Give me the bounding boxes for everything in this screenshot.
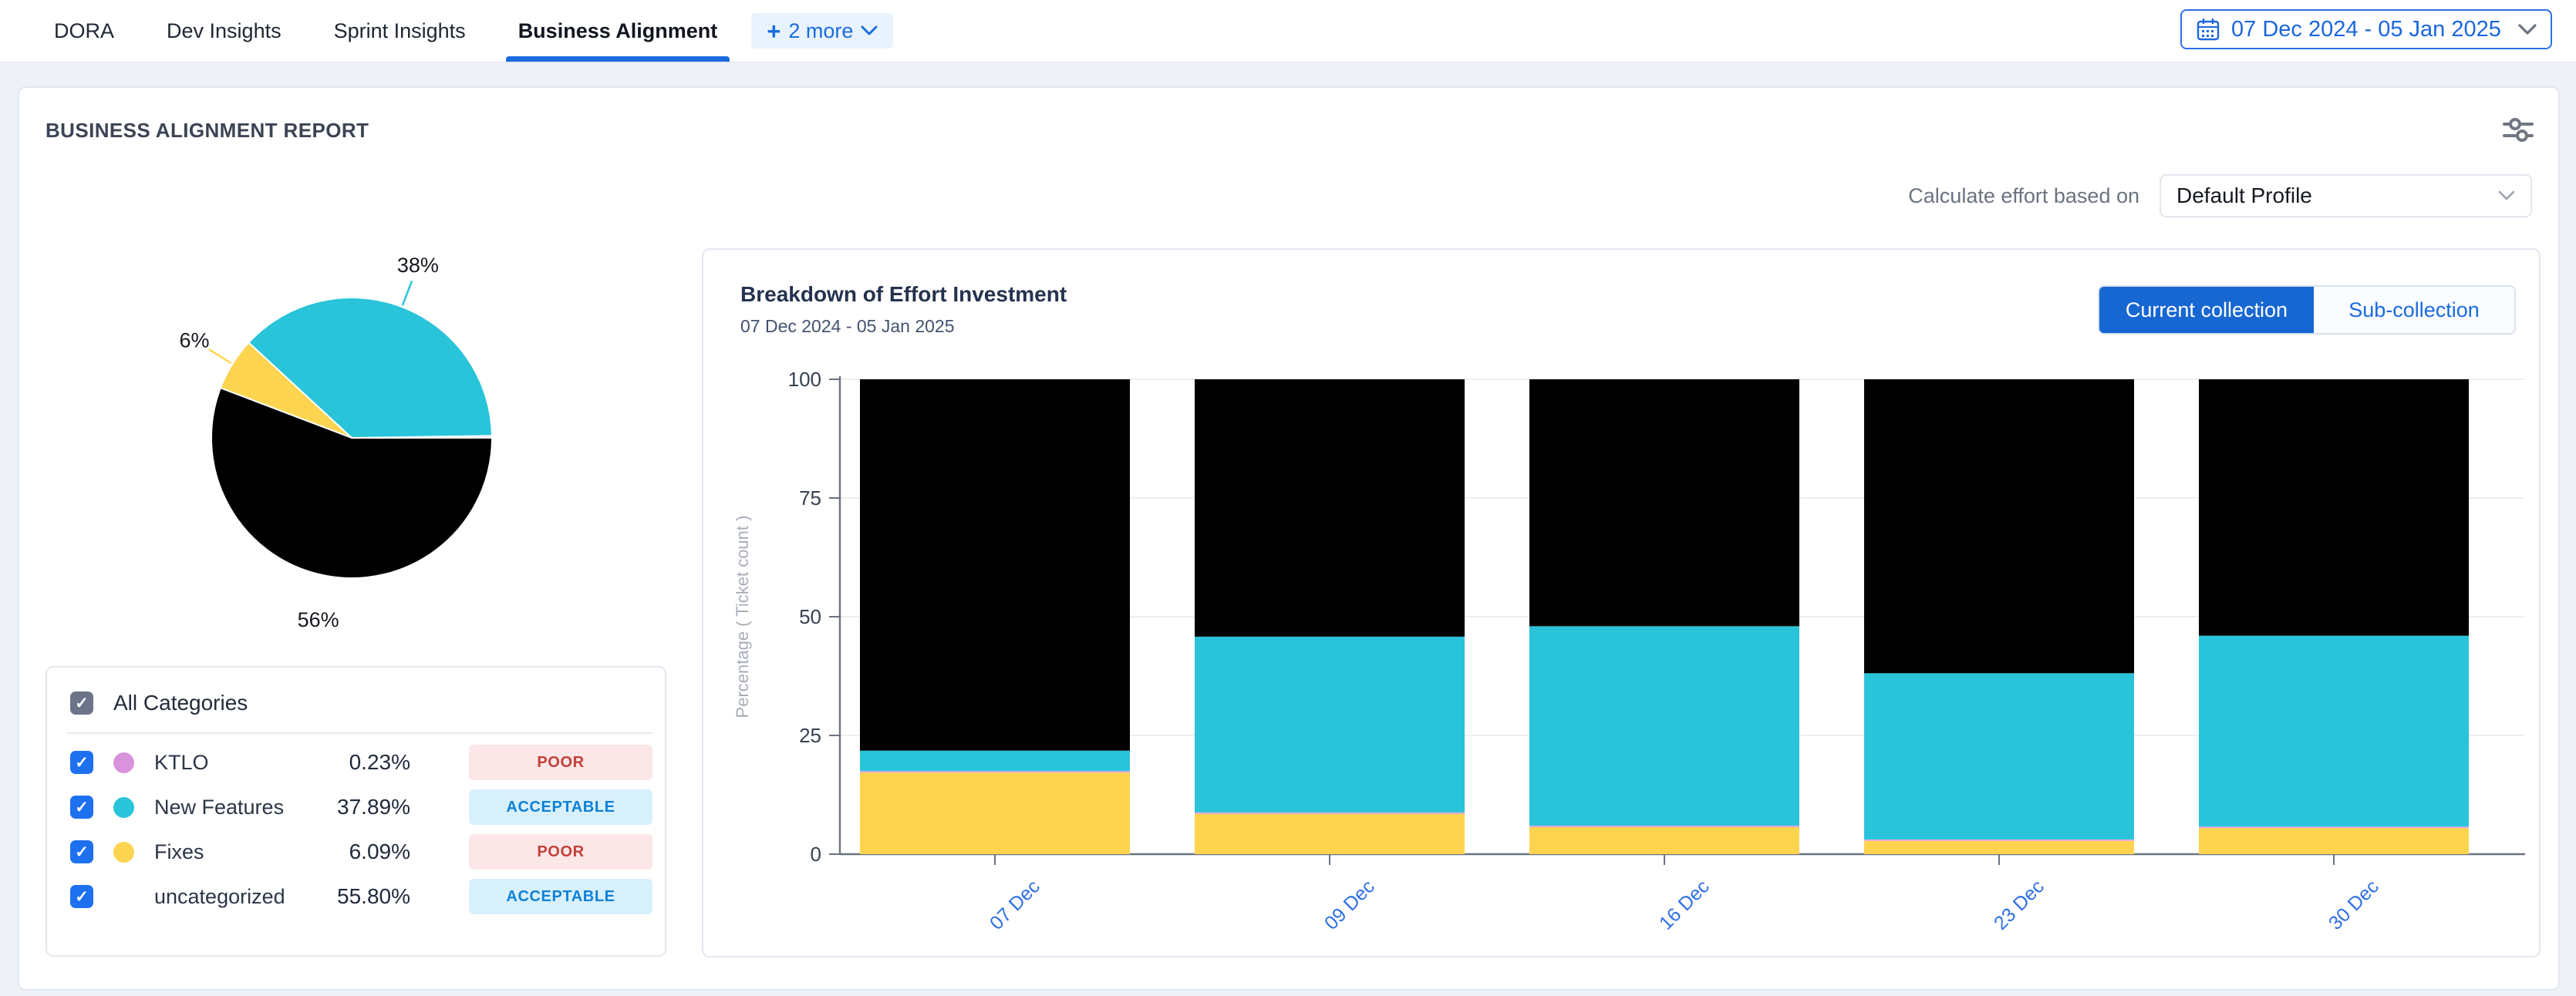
status-badge: ACCEPTABLE: [469, 879, 652, 914]
profile-select-value: Default Profile: [2176, 183, 2312, 207]
chevron-down-icon: [2498, 190, 2515, 200]
bar-segment-uncategorized[interactable]: [1864, 379, 2134, 674]
current-collection-button[interactable]: Current collection: [2099, 287, 2314, 333]
business-alignment-report-card: BUSINESS ALIGNMENT REPORT Calculate effo…: [18, 86, 2560, 991]
pie-data-label: 56%: [298, 608, 339, 631]
bar-segment-ktlo[interactable]: [2199, 826, 2469, 829]
bar-segment-ktlo[interactable]: [1529, 826, 1799, 827]
category-percent: 37.89%: [337, 795, 410, 819]
category-row-uncategorized: ✓ uncategorized 55.80% ACCEPTABLE: [70, 874, 652, 919]
chart-settings-icon[interactable]: [2501, 114, 2535, 145]
pie-data-label: 38%: [397, 254, 439, 277]
pie-slice-new-features[interactable]: [247, 297, 493, 439]
category-checkbox[interactable]: ✓: [70, 885, 93, 908]
category-row-fixes: ✓ Fixes 6.09% POOR: [70, 829, 652, 874]
bar-segment-ktlo[interactable]: [1195, 812, 1465, 814]
bar-segment-new-features[interactable]: [1529, 626, 1799, 826]
date-range-value: 07 Dec 2024 - 05 Jan 2025: [2231, 16, 2501, 42]
category-checkbox[interactable]: ✓: [70, 840, 93, 863]
category-checkbox[interactable]: ✓: [70, 751, 93, 774]
all-categories-label: All Categories: [113, 691, 248, 715]
tab-business-alignment[interactable]: Business Alignment: [492, 0, 744, 62]
tab-dev-insights[interactable]: Dev Insights: [167, 19, 282, 42]
chevron-down-icon: [861, 25, 878, 35]
plus-icon: +: [767, 17, 781, 45]
bar-segment-fixes[interactable]: [1529, 826, 1799, 854]
category-checkbox[interactable]: ✓: [70, 796, 93, 819]
status-badge: POOR: [469, 834, 652, 870]
category-color-dot: [113, 841, 134, 863]
calculate-effort-label: Calculate effort based on: [1908, 183, 2139, 207]
stacked-bar-chart: 0 25 50 75 100 Percentage ( Ticket count ) 07 …: [733, 368, 2525, 934]
category-name: New Features: [154, 795, 285, 819]
pie-data-label: 6%: [180, 329, 210, 352]
bar-segment-fixes[interactable]: [860, 772, 1130, 854]
chart-title: Breakdown of Effort Investment: [740, 282, 1067, 306]
y-axis-title: Percentage ( Ticket count ): [733, 516, 752, 718]
status-badge: ACCEPTABLE: [469, 789, 652, 825]
category-name: KTLO: [154, 750, 209, 774]
date-range-picker[interactable]: 07 Dec 2024 - 05 Jan 2025: [2180, 9, 2552, 49]
bar-segment-new-features[interactable]: [1195, 636, 1465, 813]
bar-segment-uncategorized[interactable]: [860, 379, 1130, 751]
sub-collection-button[interactable]: Sub-collection: [2314, 287, 2514, 333]
x-axis-label: 16 Dec: [1655, 876, 1714, 934]
y-tick-label: 0: [811, 843, 821, 866]
pie-label-line: [401, 280, 413, 306]
divider: [67, 732, 652, 734]
report-title: BUSINESS ALIGNMENT REPORT: [46, 119, 369, 142]
y-tick-label: 75: [799, 486, 821, 510]
category-percent: 0.23%: [349, 750, 410, 774]
tab-sprint-insights[interactable]: Sprint Insights: [333, 19, 466, 42]
bar-segment-new-features[interactable]: [2199, 635, 2469, 827]
effort-breakdown-panel: Breakdown of Effort Investment 07 Dec 20…: [702, 248, 2541, 957]
x-axis-label: 07 Dec: [986, 876, 1044, 934]
bar-segment-new-features[interactable]: [860, 750, 1130, 772]
chevron-down-icon: [2518, 23, 2537, 35]
x-axis-label: 23 Dec: [1990, 876, 2048, 934]
bar-segment-new-features[interactable]: [1864, 673, 2134, 840]
y-tick-label: 25: [799, 724, 821, 747]
tab-dora[interactable]: DORA: [54, 19, 115, 42]
y-tick-label: 100: [788, 368, 821, 391]
more-tabs-label: 2 more: [788, 19, 854, 42]
bar-segment-ktlo[interactable]: [860, 771, 1130, 773]
category-color-dot: [113, 796, 134, 818]
profile-select[interactable]: Default Profile: [2160, 174, 2532, 217]
category-name: uncategorized: [154, 884, 285, 908]
all-categories-row: ✓ All Categories: [70, 681, 652, 725]
calendar-icon: [2197, 19, 2220, 41]
top-nav: DORA Dev Insights Sprint Insights Busine…: [0, 0, 2576, 63]
category-color-dot: [113, 752, 134, 773]
x-axis-label: 09 Dec: [1320, 876, 1379, 934]
x-axis-label: 30 Dec: [2325, 876, 2383, 934]
category-row-new-features: ✓ New Features 37.89% ACCEPTABLE: [70, 785, 652, 829]
pie-slice-uncategorized[interactable]: [211, 386, 494, 579]
bar-segment-fixes[interactable]: [2199, 828, 2469, 854]
bar-segment-fixes[interactable]: [1864, 840, 2134, 854]
category-name: Fixes: [154, 840, 204, 863]
bar-segment-uncategorized[interactable]: [2199, 379, 2469, 636]
status-badge: POOR: [469, 745, 652, 780]
bar-segment-uncategorized[interactable]: [1529, 379, 1799, 627]
category-pie-chart: 38% 6% 56%: [110, 248, 603, 649]
chart-subtitle: 07 Dec 2024 - 05 Jan 2025: [740, 316, 955, 336]
y-tick-label: 50: [799, 605, 821, 628]
all-categories-checkbox[interactable]: ✓: [70, 691, 93, 715]
category-percent: 55.80%: [337, 884, 410, 908]
category-percent: 6.09%: [349, 840, 410, 863]
categories-panel: ✓ All Categories ✓ KTLO 0.23% POOR ✓ New…: [46, 666, 666, 957]
bar-segment-fixes[interactable]: [1195, 813, 1465, 854]
bar-segment-uncategorized[interactable]: [1195, 379, 1465, 637]
category-row-ktlo: ✓ KTLO 0.23% POOR: [70, 740, 652, 785]
nav-tabs: DORA Dev Insights Sprint Insights Busine…: [0, 0, 894, 62]
collection-toggle: Current collection Sub-collection: [2097, 285, 2516, 335]
more-tabs-button[interactable]: + 2 more: [751, 13, 894, 49]
pie-label-line: [208, 348, 232, 365]
calculate-effort-row: Calculate effort based on Default Profil…: [1908, 174, 2532, 217]
bar-segment-ktlo[interactable]: [1864, 839, 2134, 841]
